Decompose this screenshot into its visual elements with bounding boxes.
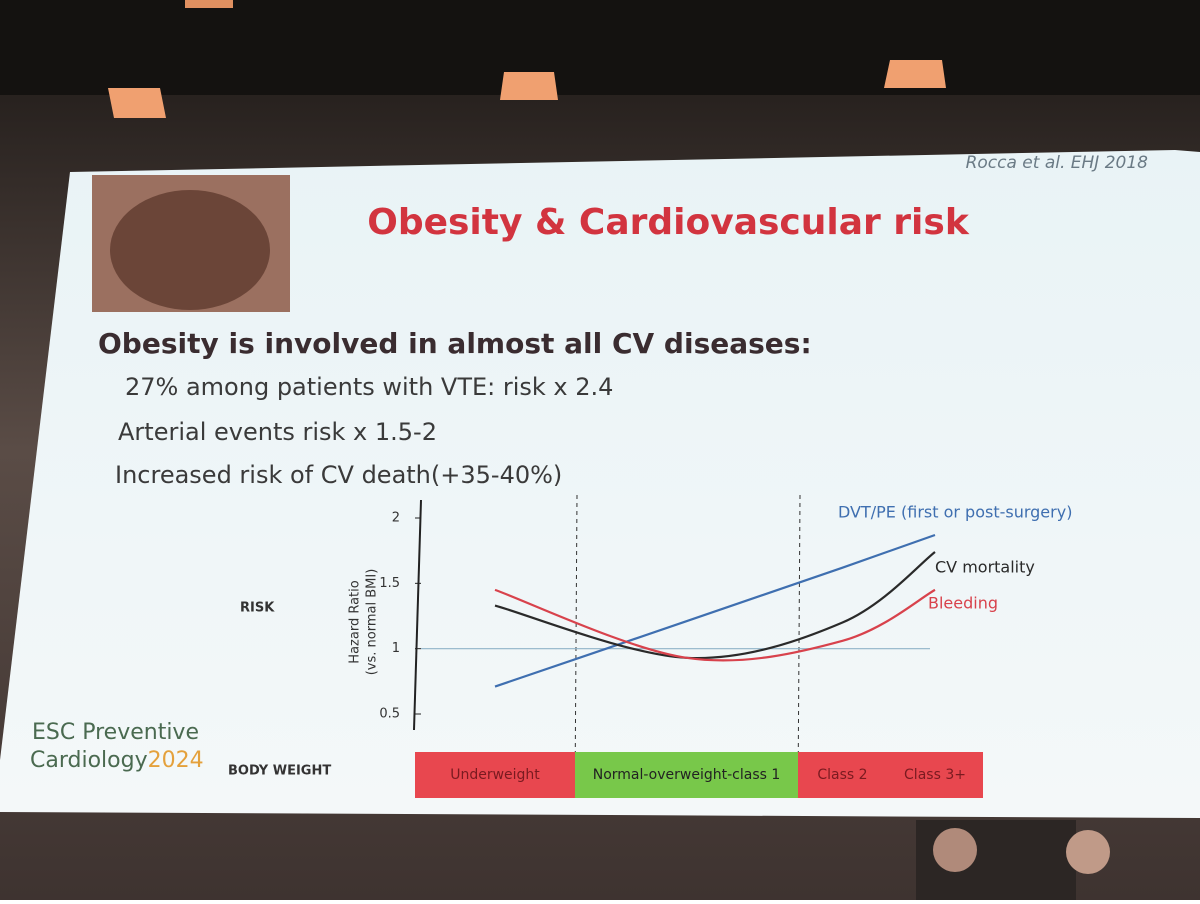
slide-heading: Obesity is involved in almost all CV dis… <box>98 327 812 360</box>
y-tick-label: 0.5 <box>379 707 400 722</box>
divider <box>797 494 801 796</box>
category-label: Normal-overweight-class 1 <box>593 767 781 783</box>
slide <box>0 150 1200 818</box>
series-label: CV mortality <box>935 558 1035 577</box>
series-label: Bleeding <box>928 594 998 613</box>
y-axis-title-line: Hazard Ratio <box>348 580 363 663</box>
series-line <box>494 551 936 660</box>
y-axis <box>413 499 422 731</box>
category-band <box>415 752 575 798</box>
category-band <box>575 752 798 798</box>
series-line <box>494 588 936 662</box>
category-band <box>798 752 887 798</box>
y-tick-label: 1.5 <box>379 576 400 591</box>
y-tick-label: 2 <box>392 511 400 526</box>
panelist-head <box>933 828 977 872</box>
bullet: 27% among patients with VTE: risk x 2.4 <box>125 373 613 401</box>
category-label: Underweight <box>450 767 540 783</box>
slide-photo-figure <box>110 190 270 310</box>
risk-label: RISK <box>240 601 275 616</box>
ceiling <box>0 0 1200 95</box>
panelist-head <box>1066 830 1110 874</box>
category-label: Class 3+ <box>904 767 966 783</box>
logo-line: ESC Preventive <box>32 720 199 745</box>
logo-year: 2024 <box>148 748 204 773</box>
series-line <box>494 533 936 688</box>
y-axis-title: Hazard Ratio (vs. normal BMI) <box>348 569 380 676</box>
body-weight-label: BODY WEIGHT <box>228 764 331 779</box>
bullet: Arterial events risk x 1.5-2 <box>118 418 437 446</box>
category-band <box>887 752 983 798</box>
logo-word: Cardiology <box>30 748 148 773</box>
series-label: DVT/PE (first or post-surgery) <box>838 503 1072 522</box>
category-label: Class 2 <box>817 767 867 783</box>
bullet: Increased risk of CV death(+35-40%) <box>115 461 562 489</box>
citation: Rocca et al. EHJ 2018 <box>966 153 1149 173</box>
stage-lights <box>108 0 946 118</box>
logo-line: Cardiology2024 <box>30 748 204 773</box>
divider <box>574 494 578 796</box>
y-tick-label: 1 <box>392 641 400 656</box>
y-axis-title-line: (vs. normal BMI) <box>365 569 380 676</box>
slide-title: Obesity & Cardiovascular risk <box>367 202 970 243</box>
